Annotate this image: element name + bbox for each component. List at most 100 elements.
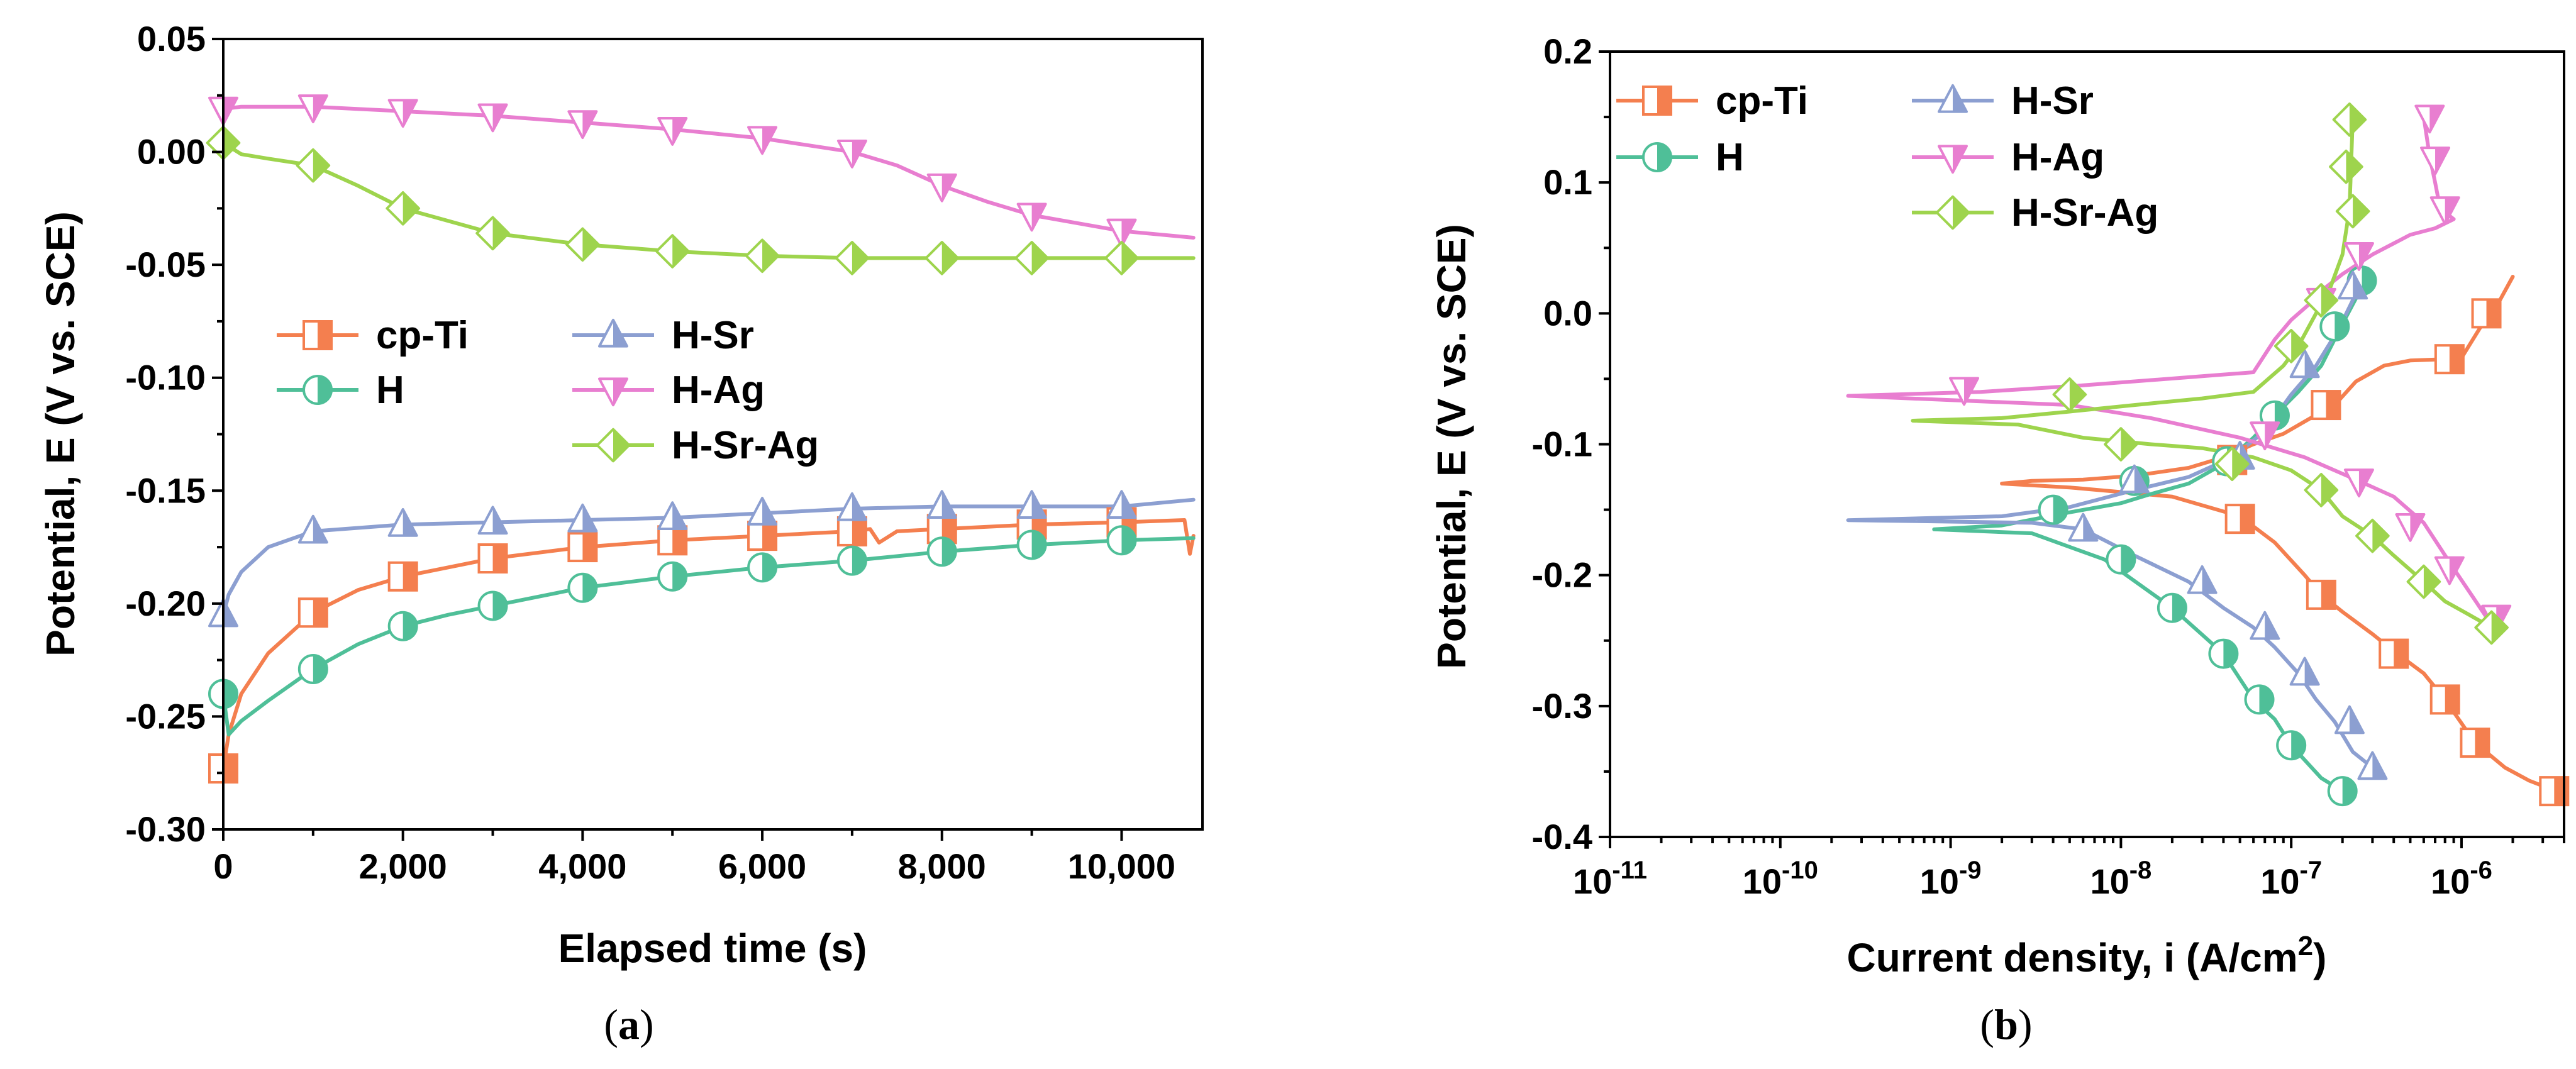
- b-x-tick-label: 10-11: [1573, 856, 1647, 901]
- a-point-h-ag: [297, 94, 328, 123]
- a-legend-marker: [303, 320, 333, 350]
- a-point-h-sr-ag: [924, 241, 960, 275]
- panel-b-x-axis-title-end: ): [2313, 935, 2326, 980]
- a-point-cp-ti: [297, 597, 328, 628]
- b-point-h: [2244, 684, 2275, 715]
- b-series-line-cp-ti: [2000, 275, 2558, 794]
- a-series-line-h-ag: [221, 104, 1196, 240]
- b-point-h-sr: [2119, 464, 2150, 494]
- a-legend-label: cp-Ti: [376, 314, 469, 357]
- a-point-cp-ti: [747, 521, 778, 551]
- b-legend-item-cp-ti: cp-Ti: [1616, 79, 1808, 123]
- a-point-h: [926, 536, 957, 567]
- b-legend-marker: [1642, 86, 1672, 116]
- b-point-h-sr-ag: [2214, 446, 2250, 482]
- a-y-tick-label: -0.15: [125, 470, 206, 510]
- panel-b-y-ticks: -0.4 -0.3 -0.2 -0.1 0.0 0.1 0.2: [1532, 31, 1610, 856]
- b-x-tick-label: 10-7: [2260, 856, 2322, 901]
- b-point-h-sr-ag: [2406, 564, 2441, 599]
- a-point-h-sr: [1106, 490, 1137, 519]
- a-point-h-ag: [1016, 202, 1047, 232]
- b-point-h-ag: [2250, 421, 2280, 451]
- b-point-h-sr: [2289, 349, 2320, 379]
- b-point-h: [2208, 638, 2239, 669]
- b-y-tick-label: -0.1: [1532, 424, 1593, 464]
- a-y-tick-label: -0.20: [125, 584, 206, 623]
- panel-a-label-open: (: [604, 1000, 618, 1048]
- panel-a-label-letter: a: [618, 1000, 640, 1048]
- b-point-h-sr-ag: [2304, 473, 2339, 507]
- b-legend-item-h: H: [1616, 136, 1744, 179]
- b-y-tick-label: -0.4: [1532, 817, 1593, 856]
- a-point-h: [1016, 529, 1047, 560]
- b-legend-marker: [1938, 145, 1968, 174]
- b-point-h-sr: [2334, 705, 2365, 734]
- b-legend-item-h-sr: H-Sr: [1912, 79, 2094, 123]
- a-point-h: [567, 572, 598, 603]
- b-point-h: [2038, 494, 2068, 525]
- a-legend-item-h-ag: H-Ag: [572, 368, 765, 412]
- panel-b-label-letter: b: [1994, 1000, 2018, 1048]
- a-y-tick-label: -0.10: [125, 358, 206, 397]
- b-point-h-sr-ag: [2329, 149, 2363, 184]
- b-y-tick-label: -0.3: [1532, 686, 1593, 726]
- b-point-h-sr-ag: [2355, 518, 2390, 553]
- a-point-h-sr-ag: [1014, 241, 1049, 275]
- a-point-h-sr-ag: [386, 191, 420, 226]
- b-point-h-sr-ag: [2273, 329, 2309, 363]
- a-legend-label: H: [376, 368, 404, 412]
- a-series-line-h-sr-ag: [221, 141, 1196, 260]
- a-point-cp-ti: [477, 543, 508, 574]
- b-point-h-ag: [2420, 147, 2451, 175]
- a-legend-marker: [598, 377, 628, 407]
- b-legend-item-h-sr-ag: H-Sr-Ag: [1912, 191, 2158, 235]
- a-point-h-sr-ag: [1104, 241, 1139, 275]
- b-point-cp-ti: [2471, 298, 2502, 329]
- b-point-h-sr: [2250, 611, 2280, 640]
- b-legend-label: H-Sr-Ag: [2011, 191, 2158, 235]
- b-point-h-sr-ag: [2332, 102, 2367, 137]
- b-point-cp-ti: [2311, 390, 2341, 421]
- panel-a-label-close: ): [640, 1000, 654, 1048]
- a-point-h-ag: [387, 99, 418, 128]
- a-point-h: [387, 611, 418, 641]
- a-point-h-sr-ag: [565, 227, 600, 262]
- b-point-cp-ti: [2429, 684, 2460, 715]
- a-point-h-sr: [567, 503, 598, 533]
- b-x-tick-label: 10-9: [1920, 856, 1982, 901]
- panel-b-x-axis-title-sup: 2: [2298, 931, 2313, 961]
- a-point-h-sr: [477, 506, 508, 535]
- b-y-tick-label: 0.1: [1543, 162, 1592, 202]
- a-y-tick-label: 0.00: [137, 132, 206, 172]
- a-legend-item-h-sr: H-Sr: [572, 314, 754, 357]
- b-x-tick-label: 10-8: [2090, 856, 2151, 901]
- a-point-h-ag: [1106, 218, 1137, 248]
- panel-b-y-axis-title: Potential, E (V vs. SCE): [1429, 224, 1474, 669]
- b-y-tick-label: 0.0: [1543, 293, 1592, 333]
- b-point-h-ag: [2414, 104, 2445, 134]
- a-legend-item-cp-ti: cp-Ti: [277, 314, 469, 357]
- b-x-tick-label: 10-10: [1743, 856, 1818, 901]
- panel-b-label-close: ): [2018, 1000, 2033, 1048]
- b-point-h-ag: [1949, 377, 1980, 406]
- b-point-h-sr: [2338, 270, 2368, 300]
- a-point-h-ag: [747, 126, 778, 155]
- panel-a-legend: cp-Ti H H-Sr H-Ag H-Sr-Ag: [277, 314, 819, 467]
- b-point-h-ag: [2343, 468, 2374, 497]
- a-legend-label: H-Sr-Ag: [672, 424, 819, 467]
- b-point-h-sr-ag: [2474, 610, 2509, 645]
- b-legend-item-h-ag: H-Ag: [1912, 136, 2104, 179]
- b-point-h-sr-ag: [2304, 283, 2339, 318]
- panel-a-marker-layer: [206, 94, 1139, 784]
- a-point-h-sr: [297, 514, 328, 544]
- a-point-h-sr: [747, 497, 778, 526]
- panel-b-x-axis-title: Current density, i (A/cm2): [1847, 931, 2327, 980]
- b-y-tick-label: -0.2: [1532, 555, 1593, 595]
- a-y-tick-label: -0.30: [125, 809, 206, 849]
- a-point-h-ag: [836, 139, 867, 169]
- a-point-h: [297, 654, 328, 685]
- b-legend-marker: [1642, 142, 1672, 172]
- b-point-h-sr-ag: [2052, 377, 2087, 412]
- b-series-line-h-ag: [1846, 115, 2503, 619]
- b-point-h: [2106, 544, 2136, 575]
